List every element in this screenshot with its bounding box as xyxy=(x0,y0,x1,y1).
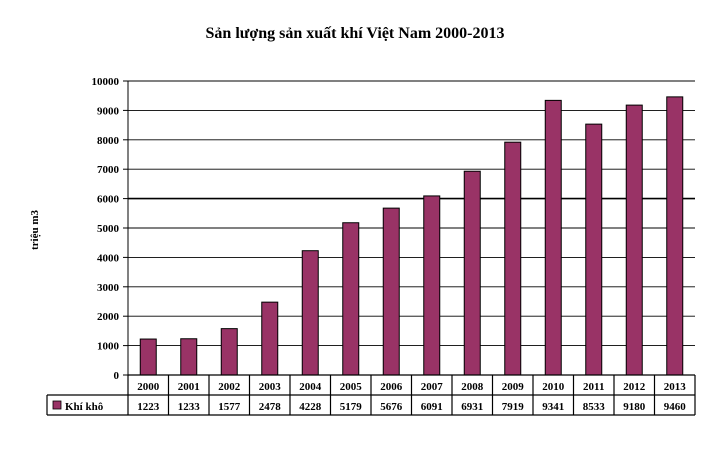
bar xyxy=(585,123,603,376)
bar xyxy=(220,328,238,376)
legend-swatch xyxy=(52,400,62,410)
y-tick-label: 2000 xyxy=(97,311,120,323)
x-tick-label: 2001 xyxy=(178,381,200,393)
data-label: 9341 xyxy=(542,401,564,413)
gridlines xyxy=(128,80,695,347)
x-tick-label: 2008 xyxy=(461,381,484,393)
data-label: 1233 xyxy=(178,401,201,413)
x-tick-label: 2000 xyxy=(137,381,160,393)
y-tick-label: 10000 xyxy=(92,76,120,88)
legend-label: Khí khô xyxy=(65,401,104,413)
y-tick-label: 1000 xyxy=(97,341,120,353)
y-axis: 0 1000 2000 3000 4000 5000 6000 7000 8000 9000 100… xyxy=(92,76,129,382)
data-label: 9180 xyxy=(623,401,646,413)
y-tick-label: 0 xyxy=(114,370,120,382)
x-tick-label: 2002 xyxy=(218,381,241,393)
bar xyxy=(139,338,157,376)
x-tick-label: 2010 xyxy=(542,381,565,393)
bar xyxy=(423,195,441,376)
x-tick-label: 2007 xyxy=(421,381,444,393)
data-label: 6931 xyxy=(461,401,483,413)
y-tick-label: 7000 xyxy=(97,164,120,176)
y-tick-label: 6000 xyxy=(97,194,120,206)
y-tick-label: 9000 xyxy=(97,105,120,117)
x-tick-label: 2006 xyxy=(380,381,403,393)
x-tick-label: 2012 xyxy=(623,381,646,393)
y-axis-label: triệu m3 xyxy=(29,209,41,250)
data-label: 6091 xyxy=(421,401,443,413)
data-label: 7919 xyxy=(502,401,525,413)
x-tick-label: 2009 xyxy=(502,381,525,393)
data-label: 9460 xyxy=(664,401,687,413)
y-tick-label: 5000 xyxy=(97,223,120,235)
x-tick-label: 2013 xyxy=(664,381,687,393)
bar xyxy=(382,207,400,376)
y-tick-label: 8000 xyxy=(97,135,120,147)
bar xyxy=(463,170,481,376)
bar xyxy=(504,141,522,376)
y-tick-label: 3000 xyxy=(97,282,120,294)
data-table: 2000 1223 2001 1233 2002 1577 2003 2478 2004 4228… xyxy=(46,374,696,416)
data-label: 5676 xyxy=(380,401,403,413)
bar xyxy=(342,222,360,376)
bar xyxy=(544,99,562,376)
data-label: 1223 xyxy=(137,401,160,413)
data-label: 8533 xyxy=(583,401,606,413)
bar xyxy=(261,301,279,376)
bars xyxy=(139,96,684,376)
bar xyxy=(625,104,643,376)
data-label: 2478 xyxy=(259,401,282,413)
x-tick-label: 2004 xyxy=(299,381,322,393)
bar xyxy=(666,96,684,376)
data-label: 4228 xyxy=(299,401,322,413)
x-tick-label: 2003 xyxy=(259,381,282,393)
bar xyxy=(301,250,319,376)
y-tick-label: 4000 xyxy=(97,252,120,264)
data-label: 5179 xyxy=(340,401,363,413)
x-tick-label: 2005 xyxy=(340,381,363,393)
chart-title: Sản lượng sản xuất khí Việt Nam 2000-201… xyxy=(206,25,505,42)
x-tick-label: 2011 xyxy=(583,381,604,393)
data-label: 1577 xyxy=(218,401,241,413)
bar xyxy=(180,338,198,376)
